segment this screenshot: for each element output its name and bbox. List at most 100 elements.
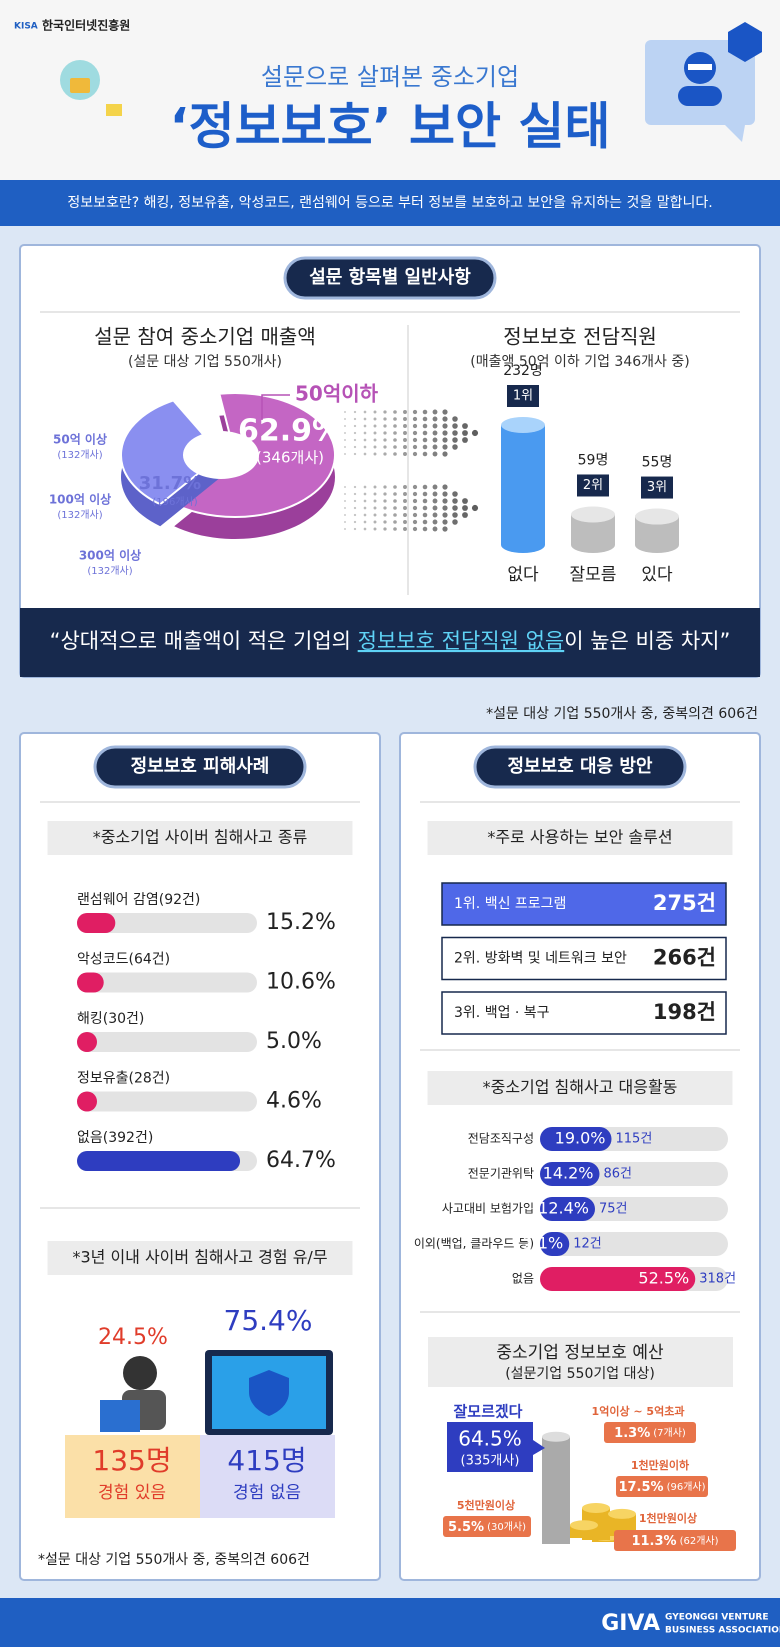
- bar: [77, 1032, 97, 1052]
- arrow-dot: [403, 438, 407, 442]
- bar-track: [77, 1091, 257, 1112]
- subheading: *주로 사용하는 보안 솔루션: [487, 828, 672, 847]
- arrow-dot: [344, 514, 346, 516]
- bar: [77, 1151, 241, 1171]
- arrow-dot: [353, 410, 357, 414]
- arrow-dot: [383, 506, 387, 510]
- count: 135명: [92, 1444, 171, 1477]
- rank: 2위: [583, 478, 603, 493]
- label: 경험 없음: [233, 1483, 301, 1503]
- intro: 정보보호란? 해킹, 정보유출, 악성코드, 랜섬웨어 등으로 부터 정보를 보…: [67, 195, 712, 211]
- bar-label: 악성코드(64건): [77, 952, 170, 968]
- bar: [77, 972, 104, 993]
- subheading: *중소기업 사이버 침해사고 종류: [93, 828, 308, 847]
- category-label: 잘모름: [570, 565, 617, 585]
- solution-label: 2위. 방화벽 및 네트워크 보안: [454, 951, 627, 967]
- arrow-dot: [344, 528, 346, 530]
- arrow-dot: [422, 491, 428, 497]
- arrow-dot: [344, 446, 346, 448]
- arrow-dot: [452, 437, 458, 443]
- arrow-dot: [403, 527, 407, 531]
- bar: [77, 913, 116, 933]
- bar: [540, 1197, 595, 1221]
- arrow-dot: [373, 452, 377, 456]
- arrow-dot: [462, 430, 468, 436]
- budget-callout: [616, 1476, 708, 1497]
- category-label: 있다: [641, 565, 673, 585]
- arrow-dot: [383, 527, 387, 531]
- arrow-dot: [373, 506, 377, 510]
- rank-badge: [641, 476, 673, 499]
- arrow-dot: [363, 513, 367, 517]
- arrow-dot: [412, 498, 418, 504]
- note: *설문 대상 기업 550개사 중, 중복의견 606건: [486, 706, 758, 722]
- rank-badge: [507, 385, 539, 407]
- cylinder-base: [635, 537, 679, 553]
- callout-tail: [533, 1440, 545, 1455]
- arrow-dot: [353, 513, 357, 517]
- subheading-box: [427, 821, 733, 855]
- arrow-dot: [344, 425, 346, 427]
- arrow-dot: [363, 424, 367, 428]
- arrow-dot: [412, 484, 418, 490]
- budget-count: (7개사): [653, 1427, 686, 1439]
- arrow-dot: [422, 505, 428, 511]
- chart-title: 정보보호 전담직원: [503, 325, 657, 349]
- chart-subtitle: (설문 대상 기업 550개사): [128, 354, 282, 370]
- quote-part: “상대적으로 매출액이 적은 기업의: [50, 629, 358, 653]
- bar-label: 전담조직구성: [468, 1132, 534, 1146]
- footer-text: BUSINESS ASSOCIATION: [665, 1626, 780, 1636]
- arrow-dot: [442, 526, 448, 532]
- arrow-dot: [353, 417, 357, 421]
- arrow-dot: [442, 519, 448, 525]
- arrow-dot: [442, 484, 448, 490]
- coin-stack: [542, 1436, 570, 1544]
- budget-value: 11.3% (62개사): [631, 1534, 718, 1549]
- solution-count: 198건: [653, 1000, 716, 1024]
- arrow-dot: [363, 417, 367, 421]
- arrow-dot: [452, 498, 458, 504]
- section-pill: [473, 745, 687, 789]
- arrow-dot: [412, 491, 418, 497]
- arrow-dot: [403, 445, 407, 449]
- arrow-dot: [373, 431, 377, 435]
- bar-track: [77, 972, 257, 993]
- arrow-dot: [403, 424, 407, 428]
- arrow-dot: [422, 484, 428, 490]
- arrow-dot: [363, 506, 367, 510]
- coin-top: [570, 1520, 598, 1531]
- budget-callout: [447, 1422, 533, 1472]
- value-label: 10.6%: [266, 970, 336, 995]
- bar: [540, 1267, 696, 1291]
- arrow-dot: [412, 409, 418, 415]
- arrow-dot: [422, 409, 428, 415]
- arrow-dot: [432, 430, 438, 436]
- arrow-dot: [432, 451, 438, 457]
- solution-label: 1위. 백신 프로그램: [454, 896, 566, 912]
- budget-percent: 1.3%: [614, 1426, 650, 1441]
- value-label: 55명: [642, 455, 673, 471]
- value-label: 59명: [578, 452, 609, 468]
- bar: [540, 1162, 600, 1186]
- arrow-dot: [412, 451, 418, 457]
- section-heading: 설문 항목별 일반사항: [309, 267, 471, 288]
- count: 12건: [573, 1237, 602, 1252]
- bar: [77, 1091, 97, 1112]
- callout-arrow: [261, 394, 290, 420]
- count: 86건: [604, 1167, 633, 1182]
- count: 75건: [599, 1202, 628, 1217]
- pie-slice: [120, 399, 223, 506]
- solution-count: 266건: [653, 946, 716, 970]
- value-label: 12.4%: [538, 1199, 589, 1218]
- experience-box: [65, 1435, 200, 1518]
- arrow-dot: [422, 430, 428, 436]
- arrow-dot: [422, 423, 428, 429]
- coin-top: [582, 1503, 610, 1513]
- arrow-dot: [393, 431, 397, 435]
- arrow-dot: [393, 499, 397, 503]
- arrow-dot: [462, 505, 468, 511]
- arrow-dot: [403, 431, 407, 435]
- arrow-dot: [393, 513, 397, 517]
